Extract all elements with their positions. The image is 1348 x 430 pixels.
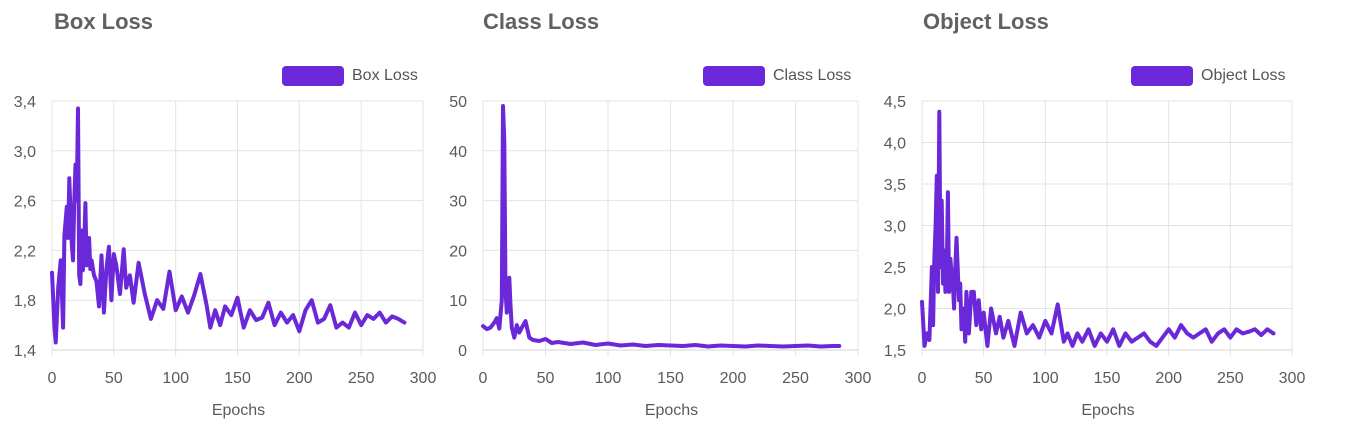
x-tick-label: 50 — [975, 370, 993, 387]
x-tick-label: 100 — [1032, 370, 1059, 387]
chart-panel-object-loss: Object Loss Object Loss 1,5 2,0 2,5 3,0 3,5 4… — [868, 0, 1308, 430]
y-tick-label: 2,5 — [884, 260, 906, 277]
x-tick-label: 250 — [782, 370, 809, 387]
y-tick-label: 3,4 — [14, 94, 36, 111]
x-tick-label: 200 — [720, 370, 747, 387]
x-tick-label: 150 — [224, 370, 251, 387]
x-axis-title-group: Epochs — [212, 402, 265, 419]
series-line — [52, 109, 404, 343]
x-tick-label: 300 — [1279, 370, 1306, 387]
series-line — [922, 112, 1274, 346]
y-tick-label: 2,6 — [14, 194, 36, 211]
x-tick-label: 150 — [657, 370, 684, 387]
x-tick-label: 200 — [1155, 370, 1182, 387]
x-axis-title-group: Epochs — [1081, 402, 1134, 419]
y-tick-label: 1,5 — [884, 343, 906, 360]
y-tick-label: 2,0 — [884, 302, 906, 319]
y-tick-label: 20 — [449, 243, 467, 260]
y-tick-label: 3,5 — [884, 177, 906, 194]
x-axis-title: Epochs — [645, 402, 698, 419]
series-line — [483, 106, 839, 347]
x-axis-title-group: Epochs — [645, 402, 698, 419]
y-tick-label: 1,4 — [14, 343, 36, 360]
y-tick-label: 3,0 — [884, 219, 906, 236]
x-tick-label: 100 — [595, 370, 622, 387]
chart-panel-class-loss: Class Loss Class Loss 0 10 20 30 40 50 0 50 100 1… — [430, 0, 870, 430]
x-tick-label: 100 — [162, 370, 189, 387]
x-axis-title: Epochs — [212, 402, 265, 419]
x-tick-label: 250 — [348, 370, 375, 387]
y-tick-label: 40 — [449, 144, 467, 161]
x-axis-title: Epochs — [1081, 402, 1134, 419]
y-tick-label: 2,2 — [14, 243, 36, 260]
gridlines — [483, 101, 858, 356]
x-tick-label: 50 — [537, 370, 555, 387]
y-tick-label: 50 — [449, 94, 467, 111]
line-chart: 1,5 2,0 2,5 3,0 3,5 4,0 4,5 0 50 100 150 200 250 300 E… — [868, 0, 1308, 430]
x-tick-label: 0 — [479, 370, 488, 387]
chart-panel-box-loss: Box Loss Box Loss 1,4 1,8 2,2 2,6 3,0 3,4 0 50 1… — [0, 0, 440, 430]
y-tick-label: 0 — [458, 343, 467, 360]
x-tick-label: 250 — [1217, 370, 1244, 387]
x-tick-label: 150 — [1094, 370, 1121, 387]
y-tick-label: 3,0 — [14, 144, 36, 161]
y-tick-label: 1,8 — [14, 293, 36, 310]
y-tick-label: 4,0 — [884, 136, 906, 153]
y-tick-label: 10 — [449, 293, 467, 310]
x-tick-label: 200 — [286, 370, 313, 387]
y-tick-label: 30 — [449, 194, 467, 211]
x-tick-label: 50 — [105, 370, 123, 387]
line-chart: 1,41,82,22,63,03,40 50 100 150 200 250 300Epoc… — [0, 0, 440, 430]
x-tick-label: 0 — [48, 370, 57, 387]
y-tick-label: 4,5 — [884, 94, 906, 111]
x-tick-label: 0 — [918, 370, 927, 387]
